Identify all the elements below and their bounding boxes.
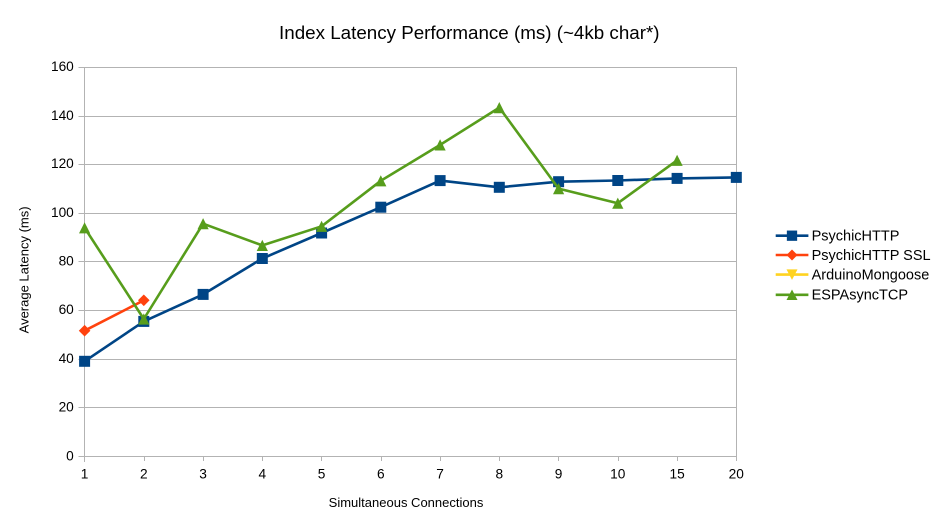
svg-text:PsychicHTTP SSL: PsychicHTTP SSL (812, 248, 931, 264)
svg-text:Index Latency Performance (ms): Index Latency Performance (ms) (~4kb cha… (279, 22, 659, 43)
svg-text:ESPAsyncTCP: ESPAsyncTCP (812, 288, 908, 304)
svg-text:40: 40 (59, 351, 75, 366)
svg-text:9: 9 (555, 466, 563, 481)
svg-text:100: 100 (51, 205, 74, 220)
svg-text:ArduinoMongoose: ArduinoMongoose (812, 268, 930, 284)
svg-text:1: 1 (81, 466, 89, 481)
svg-text:140: 140 (51, 108, 74, 123)
svg-text:15: 15 (669, 466, 685, 481)
svg-text:6: 6 (377, 466, 385, 481)
svg-text:7: 7 (436, 466, 444, 481)
svg-text:3: 3 (199, 466, 207, 481)
svg-text:2: 2 (140, 466, 148, 481)
svg-text:Simultaneous Connections: Simultaneous Connections (329, 495, 484, 510)
svg-text:4: 4 (258, 466, 266, 481)
svg-text:8: 8 (495, 466, 503, 481)
svg-text:20: 20 (59, 399, 75, 414)
svg-text:60: 60 (59, 302, 75, 317)
svg-text:PsychicHTTP: PsychicHTTP (812, 229, 900, 245)
svg-text:20: 20 (729, 466, 745, 481)
svg-text:5: 5 (318, 466, 326, 481)
svg-text:10: 10 (610, 466, 626, 481)
svg-text:0: 0 (66, 448, 74, 463)
svg-text:80: 80 (59, 253, 75, 268)
svg-text:120: 120 (51, 156, 74, 171)
svg-text:160: 160 (51, 59, 74, 74)
svg-text:Average Latency (ms): Average Latency (ms) (16, 206, 31, 333)
